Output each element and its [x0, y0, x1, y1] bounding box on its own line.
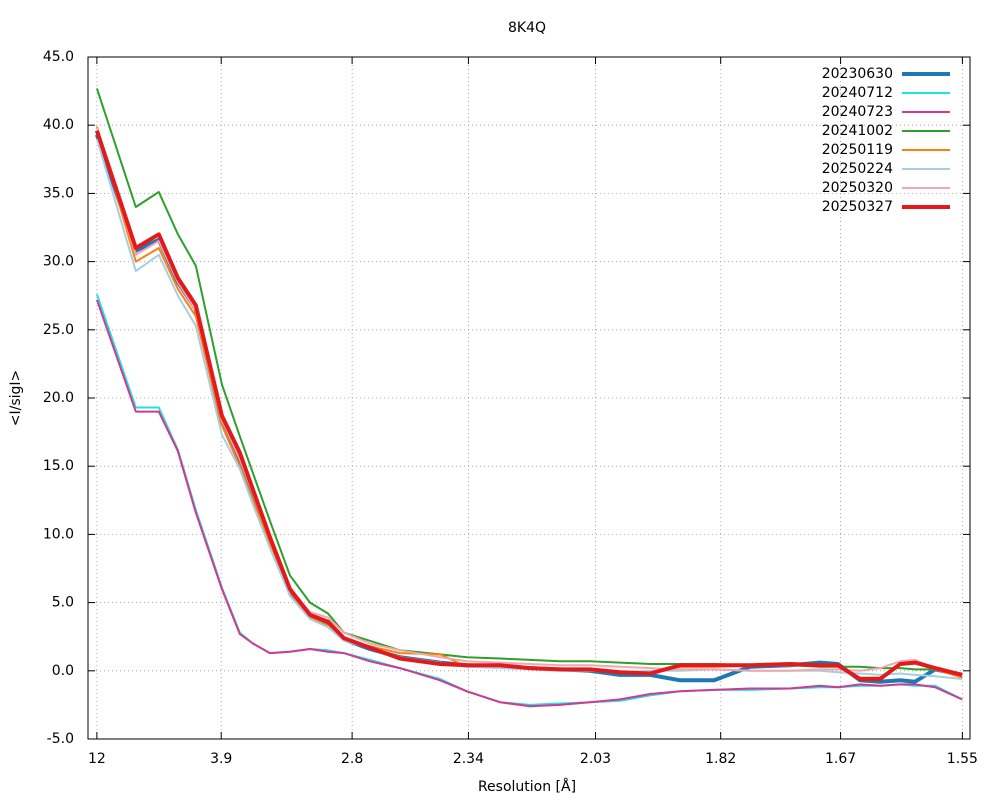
x-tick-label: 3.9 — [210, 751, 232, 767]
x-tick-label: 2.03 — [580, 751, 611, 767]
legend-label: 20250224 — [822, 161, 893, 177]
x-tick-label: 1.55 — [947, 751, 978, 767]
legend-label: 20230630 — [822, 66, 893, 82]
y-tick-label: 40.0 — [43, 117, 74, 133]
legend-label: 20250320 — [822, 180, 893, 196]
series-line — [95, 138, 963, 680]
x-tick-label: 2.8 — [341, 751, 363, 767]
y-tick-label: 25.0 — [43, 322, 74, 338]
legend-label: 20240723 — [822, 104, 893, 120]
series-line — [95, 130, 963, 681]
y-tick-label: 10.0 — [43, 526, 74, 542]
y-tick-label: 15.0 — [43, 458, 74, 474]
legend-label: 20240712 — [822, 85, 893, 101]
series-line — [95, 88, 963, 675]
chart-title: 8K4Q — [508, 20, 546, 36]
x-tick-label: 12 — [88, 751, 106, 767]
y-tick-label: 20.0 — [43, 390, 74, 406]
series-line — [95, 299, 963, 708]
y-tick-label: 5.0 — [52, 595, 74, 611]
legend-label: 20241002 — [822, 123, 893, 139]
plot-frame — [87, 56, 971, 740]
x-tick-label: 2.34 — [453, 751, 484, 767]
x-tick-label: 1.67 — [825, 751, 856, 767]
y-tick-label: -5.0 — [47, 731, 74, 747]
x-axis-title: Resolution [Å] — [478, 778, 576, 795]
x-tick-label: 1.82 — [705, 751, 736, 767]
legend-label: 20250327 — [822, 199, 893, 215]
y-tick-label: 30.0 — [43, 254, 74, 270]
y-tick-label: 45.0 — [43, 49, 74, 65]
legend-label: 20250119 — [822, 142, 893, 158]
y-tick-label: 35.0 — [43, 185, 74, 201]
y-tick-label: 0.0 — [52, 663, 74, 679]
y-axis-title: <I/sigI> — [8, 370, 24, 427]
